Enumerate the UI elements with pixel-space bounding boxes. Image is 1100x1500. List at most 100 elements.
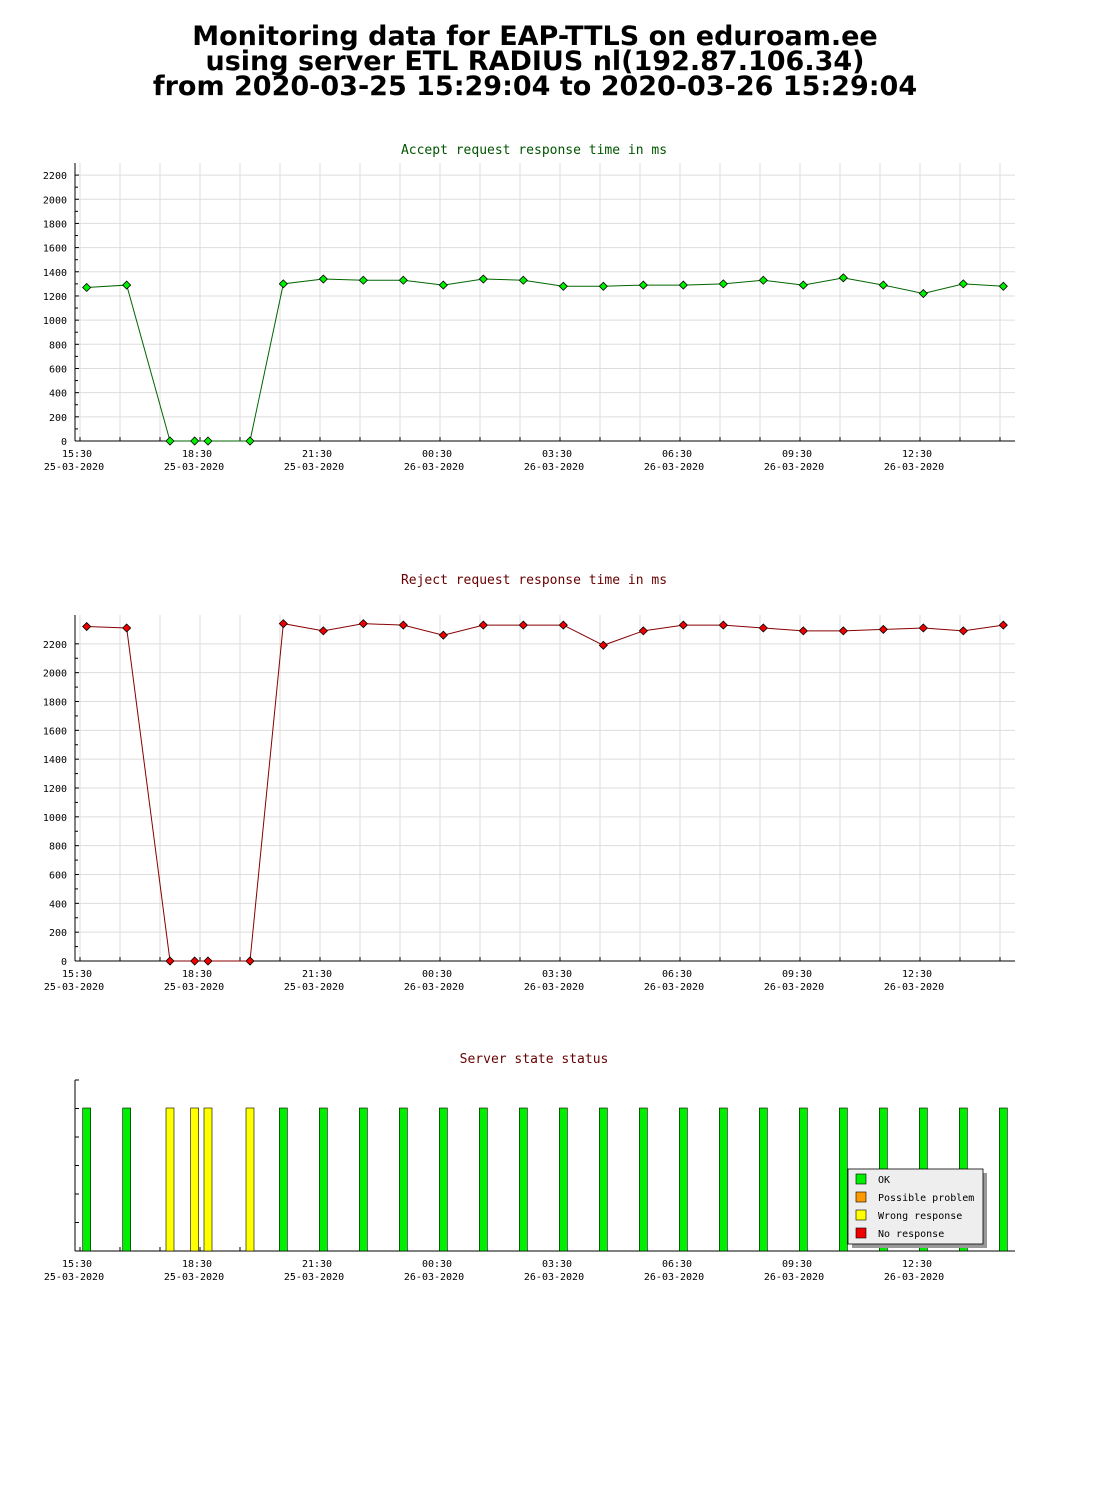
x-tick-label-date: 26-03-2020 bbox=[524, 462, 584, 473]
data-point bbox=[798, 626, 808, 636]
legend-swatch bbox=[855, 1227, 867, 1239]
x-tick-label-date: 25-03-2020 bbox=[284, 1272, 344, 1283]
x-tick-label-date: 26-03-2020 bbox=[644, 982, 704, 993]
x-tick-label-date: 26-03-2020 bbox=[764, 982, 824, 993]
x-tick-label-date: 26-03-2020 bbox=[884, 982, 944, 993]
x-tick-label-time: 00:30 bbox=[422, 1259, 452, 1270]
status-bar bbox=[82, 1107, 91, 1252]
status-bar bbox=[679, 1107, 688, 1252]
x-tick-label-date: 26-03-2020 bbox=[884, 1272, 944, 1283]
data-point bbox=[718, 279, 728, 289]
chart-title: Server state status bbox=[460, 1052, 609, 1067]
data-point bbox=[678, 280, 688, 290]
status-bar bbox=[439, 1107, 448, 1252]
chart-title: Accept request response time in ms bbox=[401, 143, 667, 158]
x-tick-label-time: 15:30 bbox=[62, 969, 92, 980]
data-point bbox=[278, 619, 288, 629]
status-bar bbox=[999, 1107, 1008, 1252]
data-point bbox=[203, 956, 213, 966]
legend-swatch bbox=[855, 1209, 867, 1221]
x-tick-label-date: 26-03-2020 bbox=[404, 982, 464, 993]
data-point bbox=[478, 620, 488, 630]
x-tick-label-time: 12:30 bbox=[902, 1259, 932, 1270]
data-point bbox=[318, 274, 328, 284]
status-bar bbox=[759, 1107, 768, 1252]
x-tick-label-date: 26-03-2020 bbox=[764, 462, 824, 473]
status-bar bbox=[839, 1107, 848, 1252]
x-tick-label-date: 26-03-2020 bbox=[524, 1272, 584, 1283]
legend: OK Possible problem Wrong response No respo… bbox=[847, 1168, 987, 1248]
status-bar bbox=[319, 1107, 328, 1252]
status-bar bbox=[639, 1107, 648, 1252]
status-bar bbox=[719, 1107, 728, 1252]
data-point bbox=[165, 436, 175, 446]
x-tick-label-time: 03:30 bbox=[542, 449, 572, 460]
y-tick-label: 1200 bbox=[43, 292, 67, 303]
x-tick-label-time: 00:30 bbox=[422, 969, 452, 980]
x-tick-label-date: 26-03-2020 bbox=[764, 1272, 824, 1283]
status-bar bbox=[190, 1107, 199, 1252]
x-tick-label-date: 26-03-2020 bbox=[404, 462, 464, 473]
data-point bbox=[438, 630, 448, 640]
y-tick-label: 2200 bbox=[43, 640, 67, 651]
data-point bbox=[638, 626, 648, 636]
data-point bbox=[438, 280, 448, 290]
data-point bbox=[82, 621, 92, 632]
data-point bbox=[318, 626, 328, 636]
x-tick-label-time: 06:30 bbox=[662, 449, 692, 460]
x-tick-label-time: 03:30 bbox=[542, 1259, 572, 1270]
legend-box bbox=[847, 1168, 984, 1245]
data-point bbox=[558, 281, 568, 291]
y-tick-label: 800 bbox=[49, 842, 67, 853]
data-point bbox=[598, 640, 608, 650]
data-point bbox=[245, 436, 255, 446]
status-bar bbox=[519, 1107, 528, 1252]
x-tick-label-date: 25-03-2020 bbox=[284, 462, 344, 473]
title-line-1: Monitoring data for EAP-TTLS on eduroam.… bbox=[192, 21, 878, 52]
y-tick-label: 600 bbox=[49, 871, 67, 882]
data-point bbox=[878, 280, 888, 290]
data-point bbox=[278, 279, 288, 289]
data-point bbox=[758, 623, 768, 633]
data-point bbox=[398, 275, 408, 285]
status-bar bbox=[399, 1107, 408, 1252]
x-tick-label-time: 21:30 bbox=[302, 449, 332, 460]
y-tick-label: 1400 bbox=[43, 755, 67, 766]
page-title: Monitoring data for EAP-TTLS on eduroam.… bbox=[0, 21, 1070, 100]
legend-swatch bbox=[855, 1173, 867, 1185]
data-point bbox=[82, 282, 92, 293]
legend-label: Possible problem bbox=[878, 1193, 974, 1204]
y-tick-label: 800 bbox=[49, 340, 67, 351]
data-point bbox=[838, 626, 848, 636]
legend-label: Wrong response bbox=[878, 1211, 962, 1222]
x-tick-label-time: 00:30 bbox=[422, 449, 452, 460]
data-point bbox=[998, 281, 1008, 291]
data-point bbox=[838, 273, 848, 283]
series-line bbox=[86, 623, 1004, 962]
data-point bbox=[678, 620, 688, 630]
x-tick-label-date: 26-03-2020 bbox=[524, 982, 584, 993]
status-bar bbox=[559, 1107, 568, 1252]
data-point bbox=[918, 288, 928, 299]
x-tick-label-time: 15:30 bbox=[62, 449, 92, 460]
data-point bbox=[958, 279, 968, 289]
data-point bbox=[358, 619, 368, 629]
y-tick-label: 400 bbox=[49, 389, 67, 400]
data-point bbox=[758, 275, 768, 285]
x-tick-label-time: 21:30 bbox=[302, 969, 332, 980]
data-point bbox=[518, 275, 528, 285]
y-tick-label: 1000 bbox=[43, 316, 67, 327]
x-tick-label-date: 25-03-2020 bbox=[164, 462, 224, 473]
y-tick-label: 600 bbox=[49, 364, 67, 375]
data-point bbox=[718, 620, 728, 630]
legend-label: No response bbox=[878, 1229, 944, 1240]
data-point bbox=[122, 280, 132, 290]
data-point bbox=[165, 956, 175, 966]
x-tick-label-time: 15:30 bbox=[62, 1259, 92, 1270]
data-point bbox=[638, 280, 648, 290]
y-tick-label: 1600 bbox=[43, 726, 67, 737]
data-point bbox=[598, 281, 608, 291]
status-bar bbox=[359, 1107, 368, 1252]
y-tick-label: 1000 bbox=[43, 813, 67, 824]
